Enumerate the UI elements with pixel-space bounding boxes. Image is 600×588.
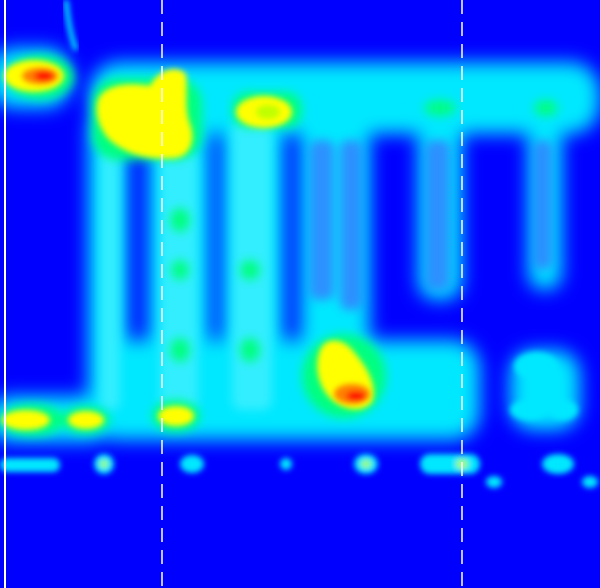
side-blob-layer (430, 352, 578, 420)
bottom-dot-row (0, 454, 598, 488)
dim-column-layer (310, 140, 552, 310)
hotspot-layer (22, 68, 370, 404)
top-curve-streak (63, 0, 79, 51)
